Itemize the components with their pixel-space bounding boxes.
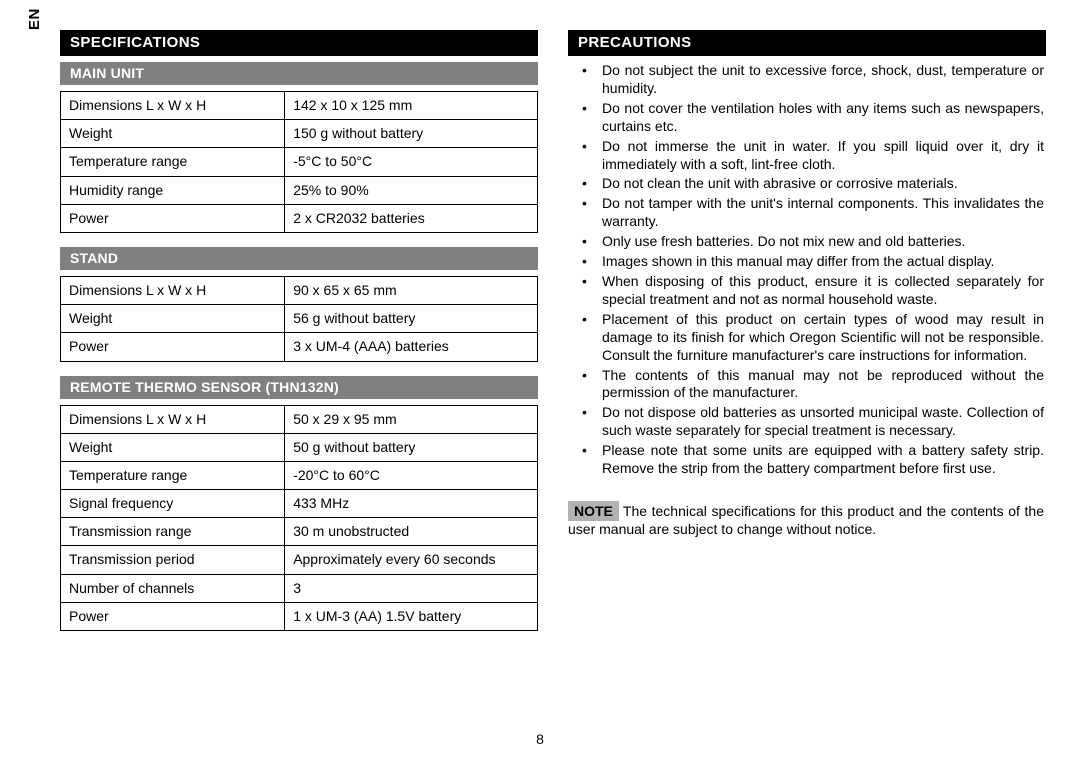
table-row: Power2 x CR2032 batteries bbox=[61, 204, 538, 232]
spec-value: 50 x 29 x 95 mm bbox=[285, 405, 538, 433]
table-row: Dimensions L x W x H50 x 29 x 95 mm bbox=[61, 405, 538, 433]
table-row: Power3 x UM-4 (AAA) batteries bbox=[61, 333, 538, 361]
table-row: Transmission range30 m unobstructed bbox=[61, 518, 538, 546]
spec-label: Dimensions L x W x H bbox=[61, 405, 285, 433]
left-column: SPECIFICATIONS MAIN UNIT Dimensions L x … bbox=[60, 30, 538, 741]
table-row: Power1 x UM-3 (AA) 1.5V battery bbox=[61, 602, 538, 630]
precautions-heading: PRECAUTIONS bbox=[568, 30, 1046, 56]
spec-label: Weight bbox=[61, 120, 285, 148]
spec-value: 56 g without battery bbox=[285, 305, 538, 333]
spec-value: 3 bbox=[285, 574, 538, 602]
page-number: 8 bbox=[536, 731, 544, 747]
list-item: Do not cover the ventilation holes with … bbox=[602, 100, 1046, 136]
spec-label: Weight bbox=[61, 433, 285, 461]
spec-label: Power bbox=[61, 204, 285, 232]
list-item: Do not subject the unit to excessive for… bbox=[602, 62, 1046, 98]
list-item: Images shown in this manual may differ f… bbox=[602, 253, 1046, 271]
spec-label: Dimensions L x W x H bbox=[61, 92, 285, 120]
table-row: Signal frequency433 MHz bbox=[61, 490, 538, 518]
group-heading-main-unit: MAIN UNIT bbox=[60, 62, 538, 85]
table-row: Temperature range-5°C to 50°C bbox=[61, 148, 538, 176]
page-columns: SPECIFICATIONS MAIN UNIT Dimensions L x … bbox=[60, 30, 1046, 741]
list-item: Only use fresh batteries. Do not mix new… bbox=[602, 233, 1046, 251]
list-item: Please note that some units are equipped… bbox=[602, 442, 1046, 478]
note-block: NOTEThe technical specifications for thi… bbox=[568, 502, 1046, 538]
list-item: Do not dispose old batteries as unsorted… bbox=[602, 404, 1046, 440]
spec-label: Power bbox=[61, 602, 285, 630]
spec-value: 3 x UM-4 (AAA) batteries bbox=[285, 333, 538, 361]
spec-value: Approximately every 60 seconds bbox=[285, 546, 538, 574]
table-row: Temperature range-20°C to 60°C bbox=[61, 461, 538, 489]
table-row: Dimensions L x W x H142 x 10 x 125 mm bbox=[61, 92, 538, 120]
language-tag: EN bbox=[26, 8, 43, 30]
spec-value: 1 x UM-3 (AA) 1.5V battery bbox=[285, 602, 538, 630]
spec-table-remote-sensor: Dimensions L x W x H50 x 29 x 95 mm Weig… bbox=[60, 405, 538, 632]
table-row: Weight56 g without battery bbox=[61, 305, 538, 333]
spec-value: 50 g without battery bbox=[285, 433, 538, 461]
spec-label: Transmission range bbox=[61, 518, 285, 546]
list-item: Do not tamper with the unit's internal c… bbox=[602, 195, 1046, 231]
right-column: PRECAUTIONS Do not subject the unit to e… bbox=[568, 30, 1046, 741]
spec-label: Number of channels bbox=[61, 574, 285, 602]
table-row: Dimensions L x W x H90 x 65 x 65 mm bbox=[61, 276, 538, 304]
spec-value: 25% to 90% bbox=[285, 176, 538, 204]
spec-value: 2 x CR2032 batteries bbox=[285, 204, 538, 232]
spec-value: 150 g without battery bbox=[285, 120, 538, 148]
spec-value: -20°C to 60°C bbox=[285, 461, 538, 489]
list-item: When disposing of this product, ensure i… bbox=[602, 273, 1046, 309]
spec-label: Humidity range bbox=[61, 176, 285, 204]
spec-label: Temperature range bbox=[61, 148, 285, 176]
list-item: The contents of this manual may not be r… bbox=[602, 367, 1046, 403]
table-row: Number of channels3 bbox=[61, 574, 538, 602]
spec-value: 30 m unobstructed bbox=[285, 518, 538, 546]
spec-value: 433 MHz bbox=[285, 490, 538, 518]
spec-label: Weight bbox=[61, 305, 285, 333]
note-text: The technical specifications for this pr… bbox=[568, 503, 1044, 537]
group-heading-remote-sensor: REMOTE THERMO SENSOR (THN132N) bbox=[60, 376, 538, 399]
spec-value: 90 x 65 x 65 mm bbox=[285, 276, 538, 304]
spec-value: -5°C to 50°C bbox=[285, 148, 538, 176]
specifications-heading: SPECIFICATIONS bbox=[60, 30, 538, 56]
precautions-list: Do not subject the unit to excessive for… bbox=[568, 62, 1046, 478]
group-heading-stand: STAND bbox=[60, 247, 538, 270]
list-item: Placement of this product on certain typ… bbox=[602, 311, 1046, 365]
spec-label: Dimensions L x W x H bbox=[61, 276, 285, 304]
spec-table-main-unit: Dimensions L x W x H142 x 10 x 125 mm We… bbox=[60, 91, 538, 233]
table-row: Weight50 g without battery bbox=[61, 433, 538, 461]
spec-label: Signal frequency bbox=[61, 490, 285, 518]
list-item: Do not immerse the unit in water. If you… bbox=[602, 138, 1046, 174]
spec-label: Transmission period bbox=[61, 546, 285, 574]
list-item: Do not clean the unit with abrasive or c… bbox=[602, 175, 1046, 193]
table-row: Humidity range25% to 90% bbox=[61, 176, 538, 204]
spec-value: 142 x 10 x 125 mm bbox=[285, 92, 538, 120]
spec-table-stand: Dimensions L x W x H90 x 65 x 65 mm Weig… bbox=[60, 276, 538, 362]
table-row: Weight150 g without battery bbox=[61, 120, 538, 148]
spec-label: Power bbox=[61, 333, 285, 361]
table-row: Transmission periodApproximately every 6… bbox=[61, 546, 538, 574]
note-label: NOTE bbox=[568, 501, 619, 521]
spec-label: Temperature range bbox=[61, 461, 285, 489]
